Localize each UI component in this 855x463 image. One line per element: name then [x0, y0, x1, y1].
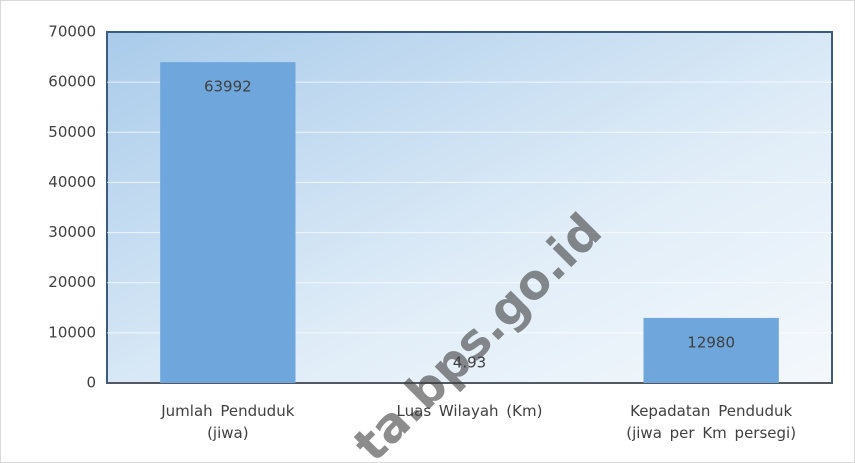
bar — [643, 317, 779, 383]
y-tick-label: 30000 — [48, 223, 96, 241]
y-tick-label: 60000 — [48, 73, 96, 91]
x-tick-label: Luas Wilayah (Km) — [396, 402, 543, 420]
value-label: 4.93 — [453, 354, 486, 372]
value-label: 12980 — [687, 333, 735, 351]
y-tick-label: 20000 — [48, 273, 96, 291]
y-tick-label: 50000 — [48, 123, 96, 141]
y-tick-label: 10000 — [48, 323, 96, 341]
y-tick-label: 70000 — [48, 23, 96, 41]
y-tick-label: 0 — [86, 374, 96, 392]
y-tick-label: 40000 — [48, 173, 96, 191]
bar — [160, 62, 296, 384]
x-tick-label: Jumlah Penduduk (jiwa) — [161, 402, 295, 442]
x-tick-label: Kepadatan Penduduk (jiwa per Km persegi) — [626, 402, 797, 442]
value-label: 63992 — [204, 78, 252, 96]
